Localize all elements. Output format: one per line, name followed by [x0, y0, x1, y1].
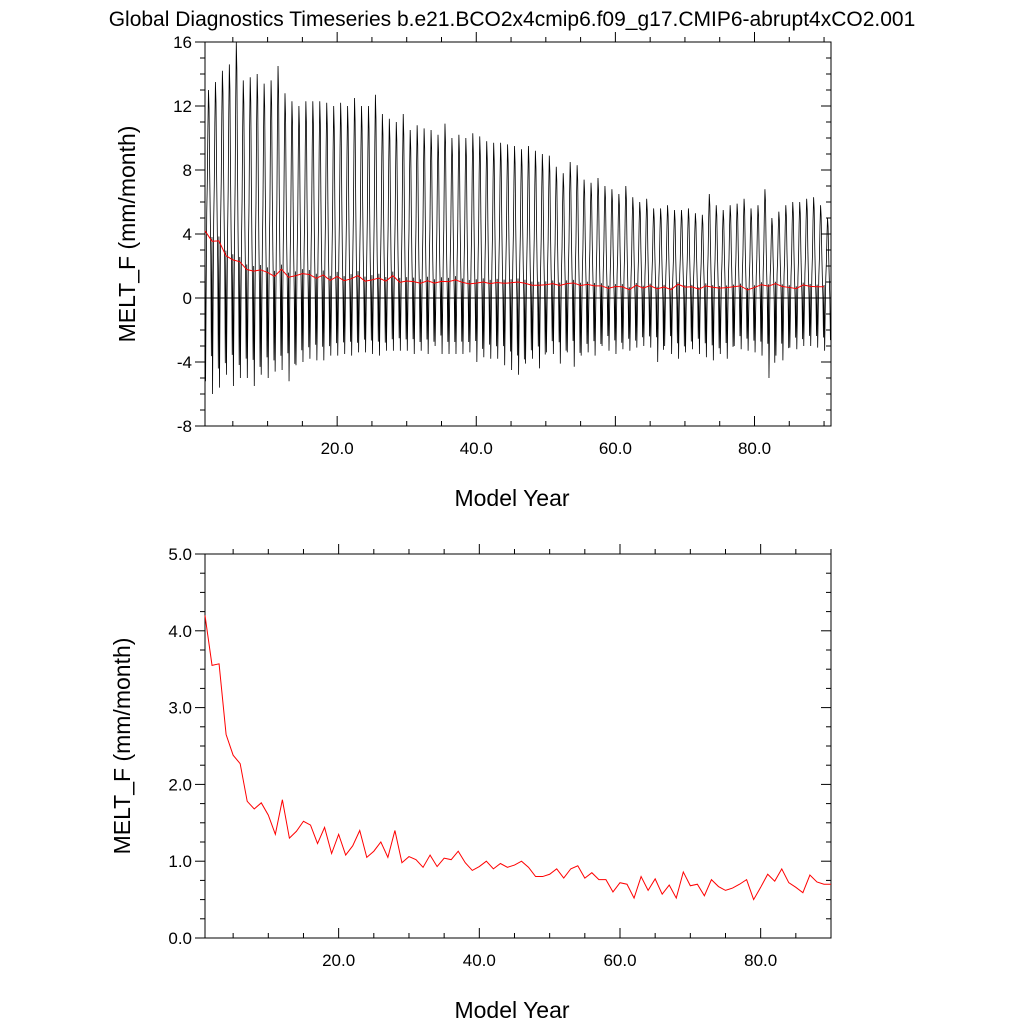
figure-title: Global Diagnostics Timeseries b.e21.BCO2… [109, 8, 916, 31]
bottom-y-tick-label: 1.0 [168, 852, 192, 871]
top-panel: 20.0 40.0 60.0 80.0 -8 -4 0 4 8 12 16 Model Year M… [114, 32, 832, 511]
bottom-tick-labels: 20.0 40.0 60.0 80.0 0.0 1.0 2.0 3.0 4.0 5.0 [168, 545, 777, 970]
top-y-tick-label: -4 [177, 353, 192, 372]
bottom-plot-area [204, 553, 832, 939]
top-plot-area [204, 41, 832, 427]
top-series-annual-mean-line [204, 230, 825, 291]
bottom-y-tick-label: 0.0 [168, 929, 192, 948]
top-y-tick-label: -8 [177, 417, 192, 436]
bottom-y-tick-label: 5.0 [168, 545, 192, 564]
bottom-series-annual-mean-line [204, 615, 831, 901]
bottom-ylabel: MELT_F (mm/month) [109, 638, 135, 855]
top-ylabel: MELT_F (mm/month) [114, 126, 140, 343]
bottom-x-tick-label: 60.0 [603, 951, 636, 970]
bottom-y-tick-label: 3.0 [168, 699, 192, 718]
top-y-tick-label: 12 [173, 97, 192, 116]
top-tick-marks [195, 32, 831, 427]
bottom-panel: 20.0 40.0 60.0 80.0 0.0 1.0 2.0 3.0 4.0 5.0 Model… [109, 544, 832, 1023]
top-x-tick-label: 20.0 [321, 439, 354, 458]
bottom-xlabel: Model Year [454, 997, 569, 1023]
top-y-tick-label: 4 [183, 225, 192, 244]
bottom-x-tick-label: 20.0 [322, 951, 355, 970]
top-y-tick-label: 0 [183, 289, 192, 308]
bottom-x-tick-label: 80.0 [744, 951, 777, 970]
top-x-tick-label: 60.0 [599, 439, 632, 458]
top-tick-labels: 20.0 40.0 60.0 80.0 -8 -4 0 4 8 12 16 [173, 33, 771, 458]
top-frame [204, 41, 832, 427]
top-y-tick-label: 16 [173, 33, 192, 52]
top-xlabel: Model Year [454, 485, 569, 511]
bottom-y-tick-label: 2.0 [168, 775, 192, 794]
bottom-y-tick-label: 4.0 [168, 622, 192, 641]
top-x-tick-label: 40.0 [460, 439, 493, 458]
top-y-tick-label: 8 [183, 161, 192, 180]
bottom-tick-marks [195, 544, 832, 939]
bottom-frame [204, 553, 832, 939]
top-x-tick-label: 80.0 [738, 439, 771, 458]
bottom-x-tick-label: 40.0 [463, 951, 496, 970]
top-series-monthly-line [204, 41, 831, 395]
